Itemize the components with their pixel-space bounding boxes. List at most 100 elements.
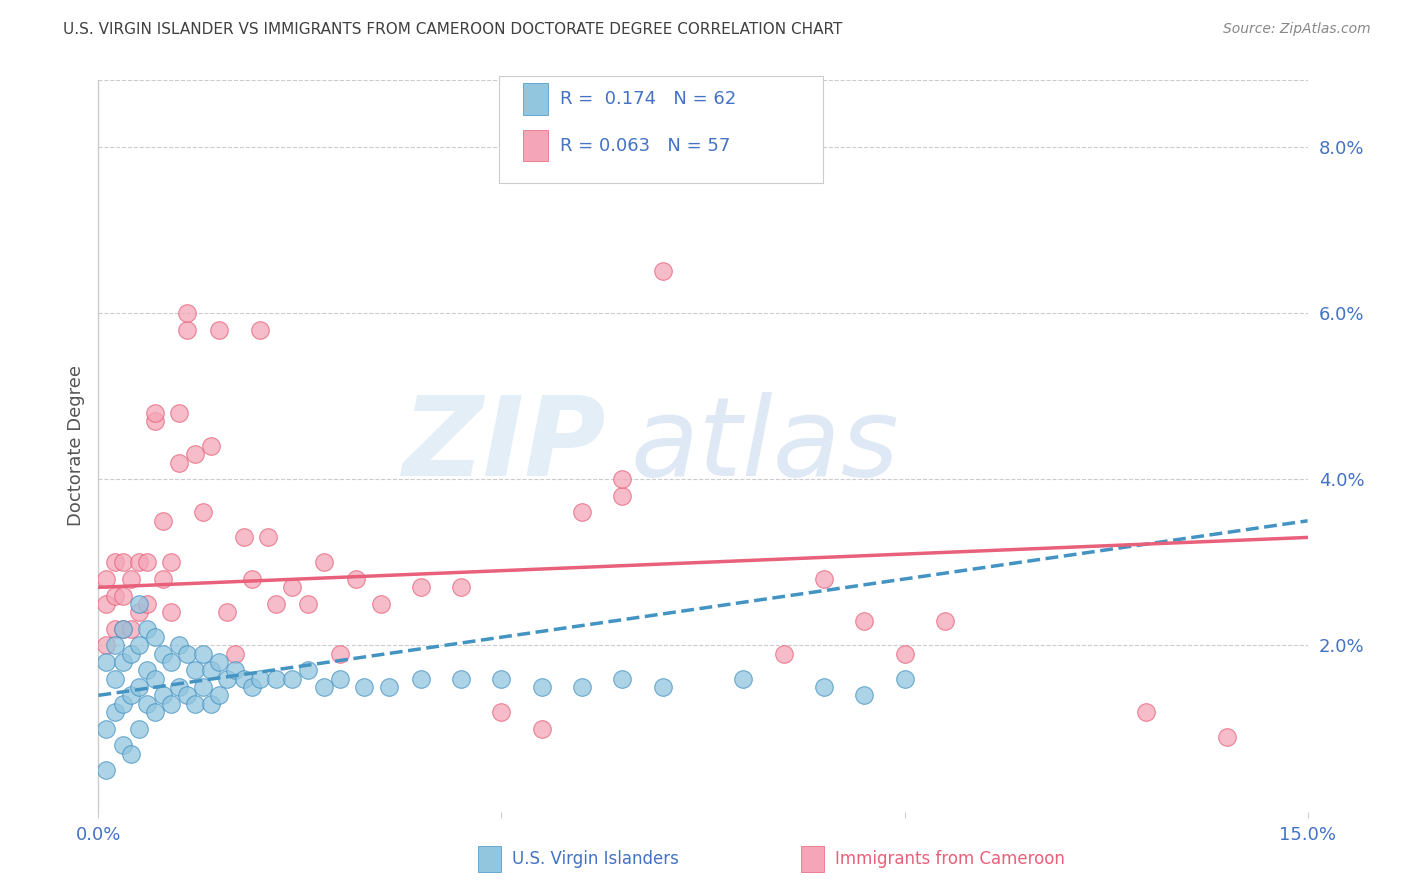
Point: [135, 664, 157, 678]
Point: [893, 672, 915, 686]
Point: [612, 672, 634, 686]
Point: [208, 689, 231, 703]
Point: [103, 672, 125, 686]
Point: [103, 589, 125, 603]
Text: R =  0.174   N = 62: R = 0.174 N = 62: [560, 90, 735, 109]
Point: [120, 622, 142, 636]
Point: [853, 614, 876, 628]
Point: [96, 763, 118, 777]
Point: [96, 722, 118, 736]
Text: U.S. VIRGIN ISLANDER VS IMMIGRANTS FROM CAMEROON DOCTORATE DEGREE CORRELATION CH: U.S. VIRGIN ISLANDER VS IMMIGRANTS FROM …: [63, 22, 842, 37]
Text: Source: ZipAtlas.com: Source: ZipAtlas.com: [1223, 22, 1371, 37]
Point: [612, 472, 634, 486]
Point: [128, 597, 150, 611]
Point: [128, 639, 150, 653]
Point: [733, 672, 755, 686]
Point: [152, 514, 174, 528]
Point: [353, 680, 375, 694]
Point: [200, 439, 222, 453]
Point: [377, 680, 399, 694]
Point: [256, 530, 278, 544]
Point: [224, 664, 246, 678]
Text: ZIP: ZIP: [402, 392, 606, 500]
Point: [240, 680, 263, 694]
Point: [111, 589, 134, 603]
Point: [143, 406, 166, 420]
Point: [344, 572, 367, 586]
Point: [772, 647, 794, 661]
Point: [111, 555, 134, 569]
Point: [329, 647, 352, 661]
Point: [135, 555, 157, 569]
Point: [111, 738, 134, 752]
Text: U.S. Virgin Islanders: U.S. Virgin Islanders: [512, 850, 679, 868]
Text: R = 0.063   N = 57: R = 0.063 N = 57: [560, 136, 730, 154]
Point: [297, 664, 319, 678]
Point: [160, 605, 183, 619]
Point: [167, 456, 190, 470]
Point: [530, 680, 553, 694]
Point: [409, 672, 432, 686]
Point: [409, 580, 432, 594]
Point: [103, 705, 125, 719]
Y-axis label: Doctorate Degree: Doctorate Degree: [66, 366, 84, 526]
Point: [893, 647, 915, 661]
Point: [176, 647, 198, 661]
Point: [135, 697, 157, 711]
Point: [329, 672, 352, 686]
Point: [111, 622, 134, 636]
Point: [813, 680, 835, 694]
Point: [143, 705, 166, 719]
Point: [200, 697, 222, 711]
Point: [184, 664, 207, 678]
Point: [135, 622, 157, 636]
Point: [152, 572, 174, 586]
Point: [128, 605, 150, 619]
Point: [160, 555, 183, 569]
Point: [160, 655, 183, 669]
Point: [240, 572, 263, 586]
Point: [314, 680, 336, 694]
Point: [128, 680, 150, 694]
Point: [249, 323, 271, 337]
Point: [103, 639, 125, 653]
Point: [111, 655, 134, 669]
Point: [249, 672, 271, 686]
Point: [232, 672, 254, 686]
Point: [135, 597, 157, 611]
Point: [1216, 730, 1239, 744]
Point: [176, 689, 198, 703]
Point: [651, 264, 673, 278]
Point: [450, 580, 472, 594]
Point: [103, 622, 125, 636]
Point: [1135, 705, 1157, 719]
Point: [96, 639, 118, 653]
Point: [193, 506, 215, 520]
Point: [120, 689, 142, 703]
Point: [111, 697, 134, 711]
Point: [297, 597, 319, 611]
Point: [491, 705, 513, 719]
Point: [111, 622, 134, 636]
Point: [152, 647, 174, 661]
Point: [176, 323, 198, 337]
Point: [232, 530, 254, 544]
Point: [96, 597, 118, 611]
Text: atlas: atlas: [630, 392, 898, 500]
Point: [853, 689, 876, 703]
Point: [167, 639, 190, 653]
Point: [264, 672, 287, 686]
Point: [96, 572, 118, 586]
Point: [200, 664, 222, 678]
Point: [143, 414, 166, 428]
Point: [571, 680, 593, 694]
Text: Immigrants from Cameroon: Immigrants from Cameroon: [835, 850, 1064, 868]
Point: [281, 672, 304, 686]
Point: [143, 630, 166, 644]
Point: [217, 605, 239, 619]
Point: [491, 672, 513, 686]
Point: [208, 323, 231, 337]
Point: [184, 697, 207, 711]
Point: [264, 597, 287, 611]
Point: [571, 506, 593, 520]
